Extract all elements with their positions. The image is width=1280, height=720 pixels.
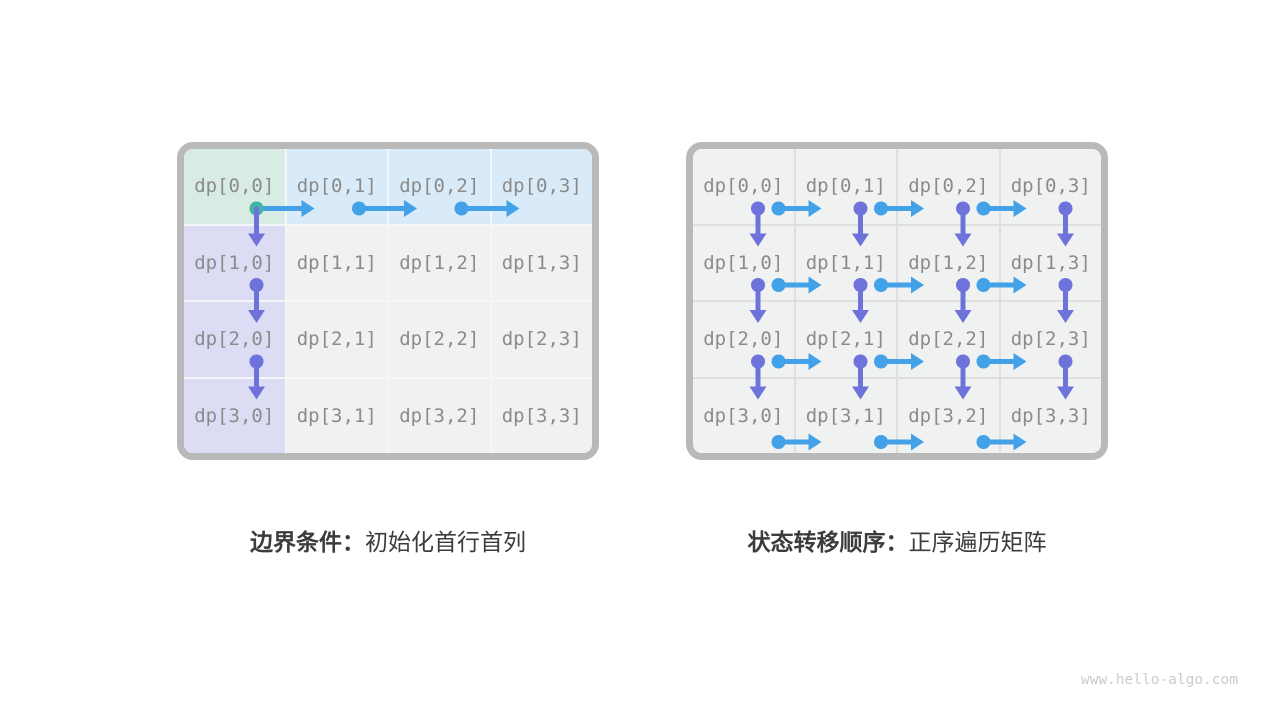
caption-boundary: 边界条件：初始化首行首列: [177, 523, 599, 557]
caption-traversal-desc: 正序遍历矩阵: [908, 529, 1047, 555]
dp-grid-boundary: dp[0,0] dp[0,1] dp[0,2] dp[0,3] dp[1,0] dp[1,…: [184, 149, 592, 453]
grid-cell: dp[0,1]: [795, 149, 896, 224]
grid-cell: dp[0,1]: [286, 149, 387, 224]
dp-grid-traversal: dp[0,0] dp[0,1] dp[0,2] dp[0,3] dp[1,0] dp[1,…: [693, 149, 1101, 453]
caption-boundary-desc: 初始化首行首列: [365, 529, 526, 555]
dp-table-boundary: dp[0,0] dp[0,1] dp[0,2] dp[0,3] dp[1,0] dp[1,…: [177, 142, 599, 460]
grid-cell: dp[1,0]: [184, 225, 285, 300]
site-watermark: www.hello-algo.com: [1080, 672, 1238, 688]
grid-cell: dp[3,1]: [286, 378, 387, 453]
grid-cell: dp[2,2]: [389, 302, 490, 377]
grid-cell: dp[0,2]: [389, 149, 490, 224]
caption-boundary-term: 边界条件：: [250, 529, 365, 555]
grid-cell: dp[3,1]: [795, 378, 896, 453]
grid-cell: dp[3,3]: [1000, 378, 1101, 453]
grid-cell: dp[1,3]: [1000, 225, 1101, 300]
grid-cell: dp[3,0]: [184, 378, 285, 453]
grid-cell: dp[2,2]: [898, 302, 999, 377]
grid-cell: dp[1,2]: [389, 225, 490, 300]
dp-table-traversal: dp[0,0] dp[0,1] dp[0,2] dp[0,3] dp[1,0] dp[1,…: [686, 142, 1108, 460]
grid-cell: dp[0,0]: [693, 149, 794, 224]
grid-cell: dp[2,0]: [184, 302, 285, 377]
grid-cell: dp[3,2]: [389, 378, 490, 453]
grid-cell: dp[3,0]: [693, 378, 794, 453]
grid-cell: dp[0,3]: [1000, 149, 1101, 224]
grid-cell: dp[1,0]: [693, 225, 794, 300]
grid-cell: dp[3,3]: [491, 378, 592, 453]
grid-cell: dp[0,3]: [491, 149, 592, 224]
grid-cell: dp[2,3]: [1000, 302, 1101, 377]
caption-traversal-term: 状态转移顺序：: [747, 529, 909, 555]
caption-traversal: 状态转移顺序：正序遍历矩阵: [686, 523, 1108, 557]
grid-cell: dp[1,1]: [286, 225, 387, 300]
grid-cell: dp[2,1]: [286, 302, 387, 377]
grid-cell: dp[1,3]: [491, 225, 592, 300]
grid-cell: dp[2,1]: [795, 302, 896, 377]
grid-cell: dp[3,2]: [898, 378, 999, 453]
grid-cell: dp[1,2]: [898, 225, 999, 300]
grid-cell: dp[0,2]: [898, 149, 999, 224]
grid-cell: dp[2,3]: [491, 302, 592, 377]
grid-cell: dp[2,0]: [693, 302, 794, 377]
grid-cell: dp[1,1]: [795, 225, 896, 300]
grid-cell: dp[0,0]: [184, 149, 285, 224]
